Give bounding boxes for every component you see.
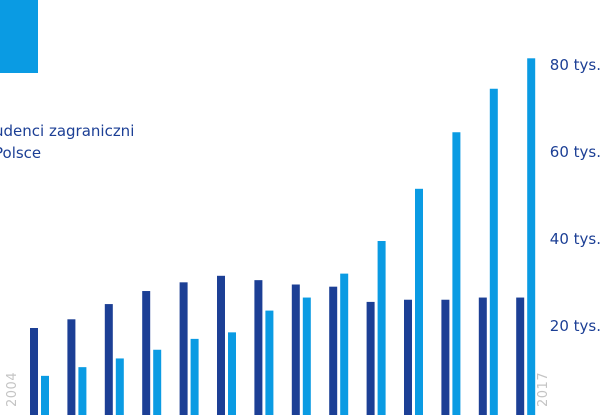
bar-2013-series-1 [366,301,375,415]
bar-2016-series-2 [489,88,498,415]
y-tick-label: 40 tys. [549,230,601,248]
bar-2007-series-1 [142,291,151,415]
bar-2010-series-1 [254,280,263,415]
x-tick-label-2017: 2017 [536,371,551,407]
bar-2010-series-2 [265,310,274,415]
subtitle-line-2: Polsce [0,144,42,162]
bar-2007-series-2 [153,349,162,415]
bar-2016-series-1 [478,297,487,415]
subtitle-line-1: udenci zagraniczni [0,122,135,140]
corner-accent-block [0,0,38,73]
bar-2015-series-1 [441,299,450,415]
bar-2015-series-2 [452,132,461,415]
y-tick-label: 60 tys. [549,143,601,161]
bar-2005-series-1 [67,319,76,415]
bar-2008-series-1 [179,282,188,415]
bar-2005-series-2 [78,367,87,415]
bar-2011-series-1 [291,284,300,415]
bar-2004-series-2 [41,375,49,415]
chart-subtitle: udenci zagraniczni Polsce [0,120,134,164]
bar-2013-series-2 [377,241,386,415]
bar-2008-series-2 [190,338,199,415]
y-tick-label: 20 tys. [549,317,601,335]
bar-2006-series-1 [104,304,113,415]
y-tick-label: 80 tys. [549,56,601,74]
bar-2017-series-2 [527,58,536,415]
bar-2006-series-2 [115,358,124,415]
bar-2009-series-1 [217,275,225,415]
bar-2014-series-1 [404,299,412,415]
bar-2017-series-1 [516,297,525,415]
bar-2004-series-1 [30,328,38,415]
bar-2012-series-2 [340,273,349,415]
bar-2009-series-2 [228,332,236,415]
bar-2011-series-2 [302,297,311,415]
bar-2014-series-2 [415,188,423,415]
x-tick-label-2004: 2004 [5,371,20,407]
bar-2012-series-1 [329,286,338,415]
